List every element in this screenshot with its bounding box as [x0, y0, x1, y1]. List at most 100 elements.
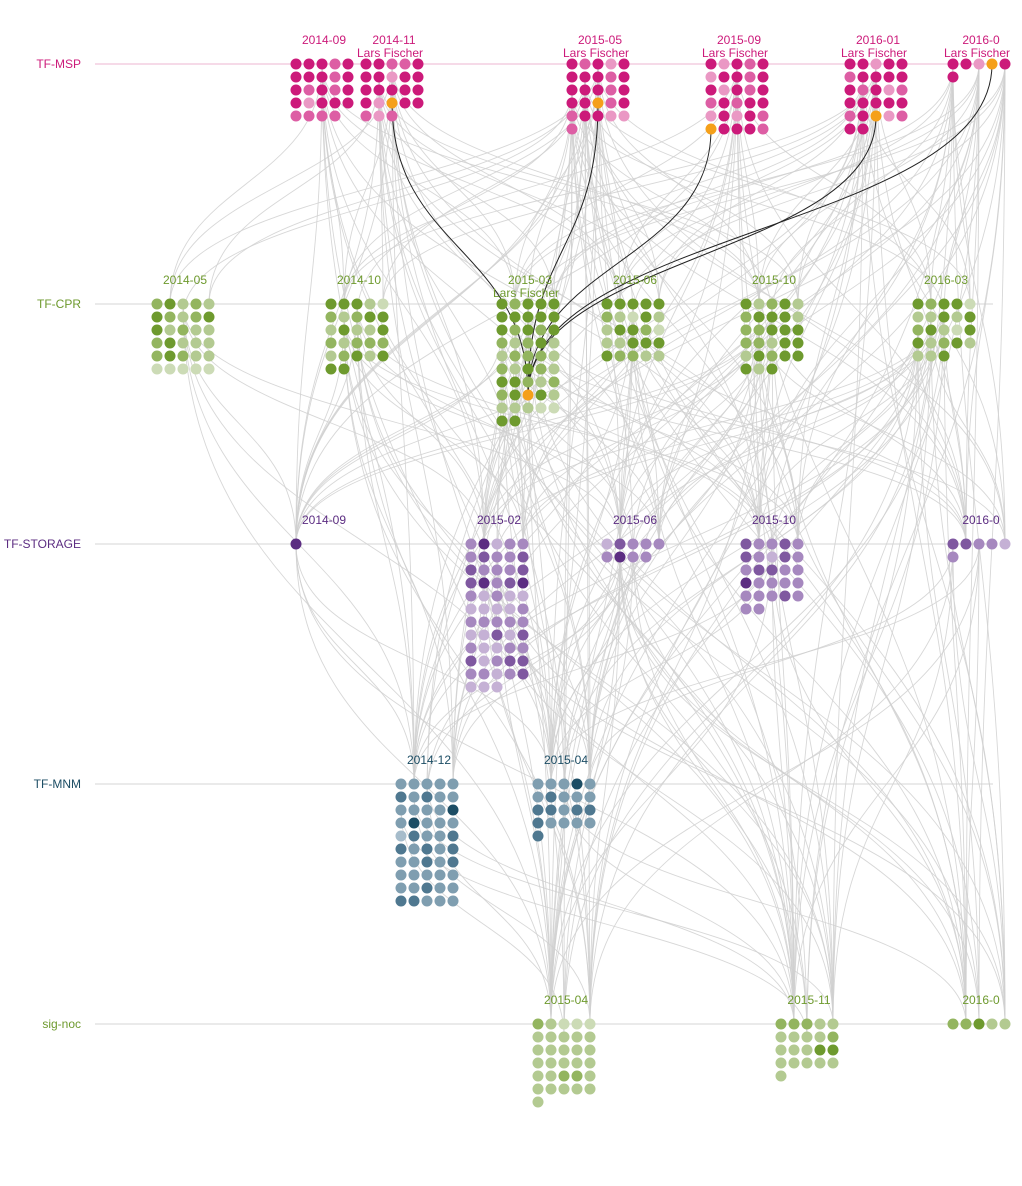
- attendee-dot[interactable]: [705, 110, 717, 122]
- attendee-dot[interactable]: [338, 324, 350, 336]
- attendee-dot[interactable]: [478, 538, 490, 550]
- attendee-dot[interactable]: [478, 564, 490, 576]
- attendee-dot[interactable]: [434, 869, 446, 881]
- attendee-dot[interactable]: [614, 324, 626, 336]
- attendee-dot[interactable]: [740, 564, 752, 576]
- attendee-dot[interactable]: [203, 324, 215, 336]
- attendee-dot[interactable]: [947, 538, 959, 550]
- attendee-dot[interactable]: [290, 97, 302, 109]
- attendee-dot[interactable]: [653, 324, 665, 336]
- attendee-dot[interactable]: [627, 311, 639, 323]
- attendee-dot[interactable]: [558, 1083, 570, 1095]
- attendee-dot[interactable]: [360, 97, 372, 109]
- attendee-dot[interactable]: [509, 376, 521, 388]
- attendee-dot[interactable]: [814, 1018, 826, 1030]
- attendee-dot[interactable]: [535, 298, 547, 310]
- attendee-dot[interactable]: [386, 71, 398, 83]
- attendee-dot[interactable]: [532, 1096, 544, 1108]
- attendee-dot[interactable]: [605, 110, 617, 122]
- attendee-dot[interactable]: [478, 551, 490, 563]
- attendee-dot[interactable]: [912, 350, 924, 362]
- attendee-dot[interactable]: [566, 110, 578, 122]
- attendee-dot[interactable]: [753, 564, 765, 576]
- attendee-dot[interactable]: [532, 1031, 544, 1043]
- attendee-dot[interactable]: [757, 110, 769, 122]
- attendee-dot[interactable]: [801, 1031, 813, 1043]
- attendee-dot[interactable]: [532, 830, 544, 842]
- attendee-dot[interactable]: [601, 337, 613, 349]
- attendee-dot[interactable]: [584, 778, 596, 790]
- attendee-dot[interactable]: [605, 84, 617, 96]
- attendee-dot[interactable]: [801, 1057, 813, 1069]
- attendee-dot[interactable]: [532, 1044, 544, 1056]
- attendee-dot[interactable]: [545, 804, 557, 816]
- attendee-dot[interactable]: [601, 538, 613, 550]
- attendee-dot[interactable]: [548, 350, 560, 362]
- attendee-dot[interactable]: [491, 668, 503, 680]
- attendee-dot[interactable]: [870, 84, 882, 96]
- attendee-dot[interactable]: [571, 817, 583, 829]
- attendee-dot[interactable]: [434, 804, 446, 816]
- attendee-dot[interactable]: [421, 856, 433, 868]
- attendee-dot[interactable]: [338, 337, 350, 349]
- attendee-dot[interactable]: [951, 311, 963, 323]
- attendee-dot[interactable]: [718, 110, 730, 122]
- attendee-dot[interactable]: [329, 71, 341, 83]
- attendee-dot[interactable]: [164, 337, 176, 349]
- attendee-dot[interactable]: [857, 110, 869, 122]
- attendee-dot[interactable]: [342, 71, 354, 83]
- attendee-dot[interactable]: [190, 324, 202, 336]
- attendee-dot[interactable]: [522, 402, 534, 414]
- attendee-dot[interactable]: [478, 655, 490, 667]
- attendee-dot[interactable]: [814, 1031, 826, 1043]
- attendee-dot[interactable]: [584, 1083, 596, 1095]
- attendee-dot[interactable]: [938, 311, 950, 323]
- attendee-dot[interactable]: [532, 804, 544, 816]
- attendee-dot[interactable]: [364, 311, 376, 323]
- attendee-dot[interactable]: [618, 110, 630, 122]
- attendee-dot[interactable]: [522, 337, 534, 349]
- attendee-dot[interactable]: [342, 84, 354, 96]
- attendee-dot[interactable]: [303, 110, 315, 122]
- attendee-dot[interactable]: [364, 324, 376, 336]
- attendee-dot[interactable]: [640, 337, 652, 349]
- attendee-dot[interactable]: [548, 324, 560, 336]
- attendee-dot[interactable]: [408, 817, 420, 829]
- attendee-dot[interactable]: [792, 311, 804, 323]
- attendee-dot[interactable]: [177, 350, 189, 362]
- attendee-dot[interactable]: [509, 389, 521, 401]
- attendee-dot[interactable]: [584, 1018, 596, 1030]
- attendee-dot[interactable]: [496, 350, 508, 362]
- attendee-dot[interactable]: [316, 71, 328, 83]
- attendee-dot[interactable]: [653, 337, 665, 349]
- attendee-dot[interactable]: [973, 58, 985, 70]
- attendee-dot[interactable]: [290, 84, 302, 96]
- attendee-dot[interactable]: [465, 655, 477, 667]
- attendee-dot[interactable]: [491, 590, 503, 602]
- attendee-dot[interactable]: [545, 1083, 557, 1095]
- attendee-dot[interactable]: [883, 71, 895, 83]
- attendee-dot[interactable]: [705, 71, 717, 83]
- attendee-dot[interactable]: [509, 363, 521, 375]
- attendee-dot[interactable]: [203, 298, 215, 310]
- attendee-dot[interactable]: [614, 298, 626, 310]
- attendee-dot[interactable]: [627, 324, 639, 336]
- attendee-dot[interactable]: [496, 298, 508, 310]
- highlighted-attendee-dot[interactable]: [870, 110, 882, 122]
- attendee-dot[interactable]: [408, 804, 420, 816]
- attendee-dot[interactable]: [408, 843, 420, 855]
- attendee-dot[interactable]: [731, 110, 743, 122]
- attendee-dot[interactable]: [532, 1083, 544, 1095]
- attendee-dot[interactable]: [517, 603, 529, 615]
- attendee-dot[interactable]: [395, 869, 407, 881]
- attendee-dot[interactable]: [164, 324, 176, 336]
- attendee-dot[interactable]: [558, 1070, 570, 1082]
- attendee-dot[interactable]: [408, 856, 420, 868]
- attendee-dot[interactable]: [705, 84, 717, 96]
- attendee-dot[interactable]: [532, 1057, 544, 1069]
- attendee-dot[interactable]: [627, 538, 639, 550]
- attendee-dot[interactable]: [584, 817, 596, 829]
- attendee-dot[interactable]: [614, 350, 626, 362]
- attendee-dot[interactable]: [395, 843, 407, 855]
- attendee-dot[interactable]: [801, 1044, 813, 1056]
